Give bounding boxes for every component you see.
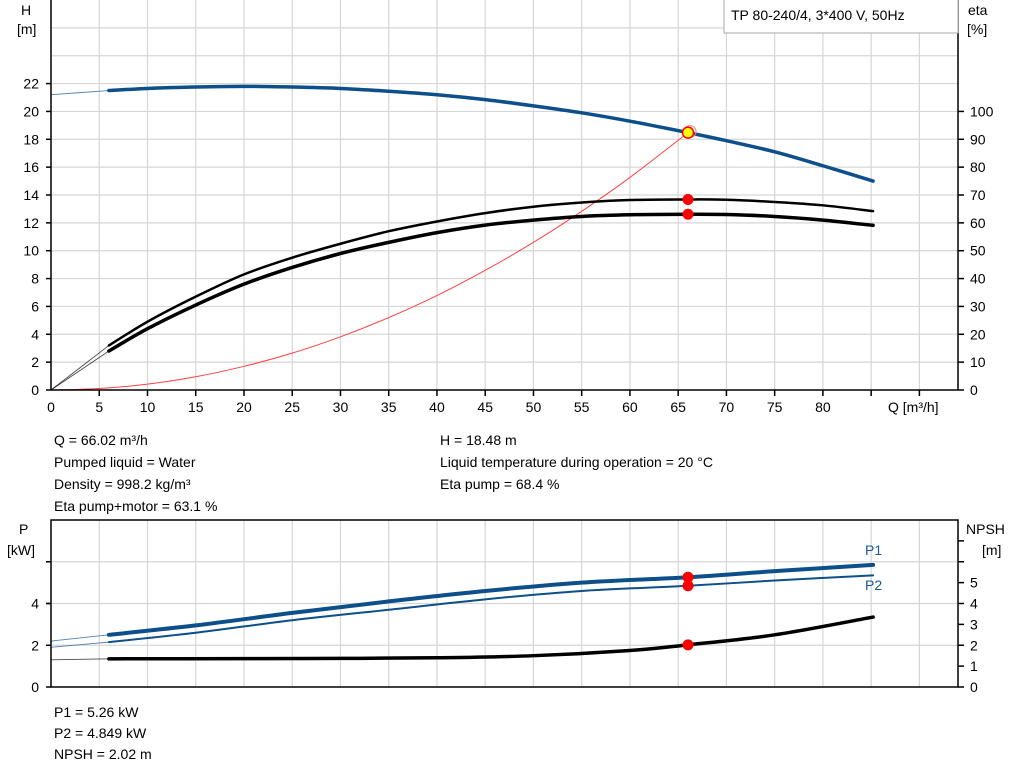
- y-tick-label-right: 80: [970, 159, 986, 175]
- y-tick-label-right: 100: [970, 103, 994, 119]
- curves: [50, 84, 876, 661]
- series-label-p2: P2: [865, 577, 882, 593]
- info-head: H = 18.48 m: [440, 432, 517, 448]
- duty-marker-p1: [682, 571, 694, 583]
- y-tick-label-left: 2: [31, 637, 39, 653]
- axes: [46, 0, 964, 688]
- y-tick-label-left: 4: [31, 326, 39, 342]
- y-label-eta: eta: [968, 2, 988, 18]
- info-p2: P2 = 4.849 kW: [54, 725, 147, 741]
- y-tick-label-right: 5: [970, 575, 978, 591]
- y-label-npsh-unit: [m]: [982, 542, 1001, 558]
- info-bottom: P1 = 5.26 kW P2 = 4.849 kW NPSH = 2.02 m: [54, 704, 152, 762]
- y-tick-label-right: 2: [970, 637, 978, 653]
- x-tick-label: 40: [429, 399, 445, 415]
- y-label-h: H: [21, 2, 31, 18]
- x-tick-label: 20: [236, 399, 252, 415]
- duty-marker-npsh: [682, 639, 694, 651]
- duty-marker-eta-pump-motor: [682, 208, 694, 220]
- info-eta-pump: Eta pump = 68.4 %: [440, 476, 559, 492]
- x-tick-label: 15: [188, 399, 204, 415]
- title-box: TP 80-240/4, 3*400 V, 50Hz: [723, 0, 959, 34]
- eta-pump-curve: [107, 198, 875, 347]
- p1-curve-extrapolated: [50, 634, 109, 642]
- info-p1: P1 = 5.26 kW: [54, 704, 139, 720]
- y-tick-label-left: 4: [31, 596, 39, 612]
- y-label-h-unit: [m]: [17, 21, 36, 37]
- y-tick-label-left: 0: [31, 679, 39, 695]
- y-tick-label-right: 90: [970, 131, 986, 147]
- npsh-curve: [107, 615, 875, 661]
- y-tick-label-left: 10: [23, 243, 39, 259]
- y-label-eta-unit: [%]: [967, 21, 987, 37]
- y-tick-label-right: 4: [970, 596, 978, 612]
- x-tick-label: 70: [719, 399, 735, 415]
- x-tick-label: 65: [670, 399, 686, 415]
- x-tick-label: 80: [815, 399, 831, 415]
- y-tick-label-right: 10: [970, 354, 986, 370]
- y-tick-label-right: 0: [970, 679, 978, 695]
- y-tick-label-right: 20: [970, 326, 986, 342]
- head-curve-extrapolated: [50, 90, 109, 96]
- info-flow: Q = 66.02 m³/h: [54, 432, 148, 448]
- p1-curve: [106, 562, 876, 637]
- info-npsh: NPSH = 2.02 m: [54, 746, 152, 762]
- x-tick-label: 55: [574, 399, 590, 415]
- x-tick-label: 0: [47, 399, 55, 415]
- info-liquid: Pumped liquid = Water: [54, 454, 196, 470]
- tick-labels: 0 5 10 15 20 25 30 35 40 45 50 55 60 65 70 75 8002468101…: [23, 76, 993, 695]
- duty-marker-eta-pump: [682, 193, 694, 205]
- y-label-npsh: NPSH: [966, 521, 1005, 537]
- eta-pump-motor-curve: [107, 212, 875, 353]
- x-label-q: Q [m³/h]: [888, 399, 939, 415]
- y-tick-label-right: 50: [970, 243, 986, 259]
- x-tick-label: 5: [95, 399, 103, 415]
- y-tick-label-left: 20: [23, 103, 39, 119]
- series-label-p1: P1: [865, 542, 882, 558]
- y-tick-label-left: 0: [31, 382, 39, 398]
- p2-curve: [107, 574, 875, 644]
- npsh-curve-extrapolated: [50, 658, 109, 661]
- eta-pump-motor-curve-extrapolated: [50, 350, 110, 391]
- x-tick-label: 60: [622, 399, 638, 415]
- y-tick-label-left: 2: [31, 354, 39, 370]
- x-tick-label: 10: [140, 399, 156, 415]
- y-tick-label-left: 18: [23, 131, 39, 147]
- y-label-p: P: [19, 521, 28, 537]
- x-tick-label: 30: [333, 399, 349, 415]
- duty-marker-p2: [682, 580, 694, 592]
- x-tick-label: 35: [381, 399, 397, 415]
- eta-pump-curve-extrapolated: [50, 345, 110, 391]
- y-tick-label-left: 16: [23, 159, 39, 175]
- y-tick-label-right: 40: [970, 271, 986, 287]
- x-tick-label: 45: [477, 399, 493, 415]
- y-tick-label-left: 14: [23, 187, 39, 203]
- p2-curve-extrapolated: [50, 641, 109, 648]
- head-curve: [107, 84, 875, 183]
- y-tick-label-right: 1: [970, 658, 978, 674]
- y-tick-label-left: 12: [23, 215, 39, 231]
- info-eta-pump-motor: Eta pump+motor = 63.1 %: [54, 498, 217, 514]
- x-tick-label: 75: [767, 399, 783, 415]
- y-tick-label-right: 30: [970, 298, 986, 314]
- y-tick-label-right: 0: [970, 382, 978, 398]
- x-tick-label: 25: [284, 399, 300, 415]
- info-density: Density = 998.2 kg/m³: [54, 476, 191, 492]
- y-tick-label-left: 22: [23, 76, 39, 92]
- top-grid: [51, 0, 958, 390]
- title-box-text: TP 80-240/4, 3*400 V, 50Hz: [731, 7, 905, 23]
- y-label-p-unit: [kW]: [7, 542, 35, 558]
- y-tick-label-right: 70: [970, 187, 986, 203]
- x-tick-label: 50: [526, 399, 542, 415]
- info-top: Q = 66.02 m³/h Pumped liquid = Water Den…: [54, 432, 713, 514]
- duty-point-marker: [681, 126, 695, 139]
- y-tick-label-right: 3: [970, 616, 978, 632]
- y-tick-label-left: 8: [31, 271, 39, 287]
- system-curve: [50, 132, 689, 391]
- y-tick-label-right: 60: [970, 215, 986, 231]
- bottom-grid: [51, 520, 958, 687]
- y-tick-label-left: 6: [31, 298, 39, 314]
- info-temperature: Liquid temperature during operation = 20…: [440, 454, 713, 470]
